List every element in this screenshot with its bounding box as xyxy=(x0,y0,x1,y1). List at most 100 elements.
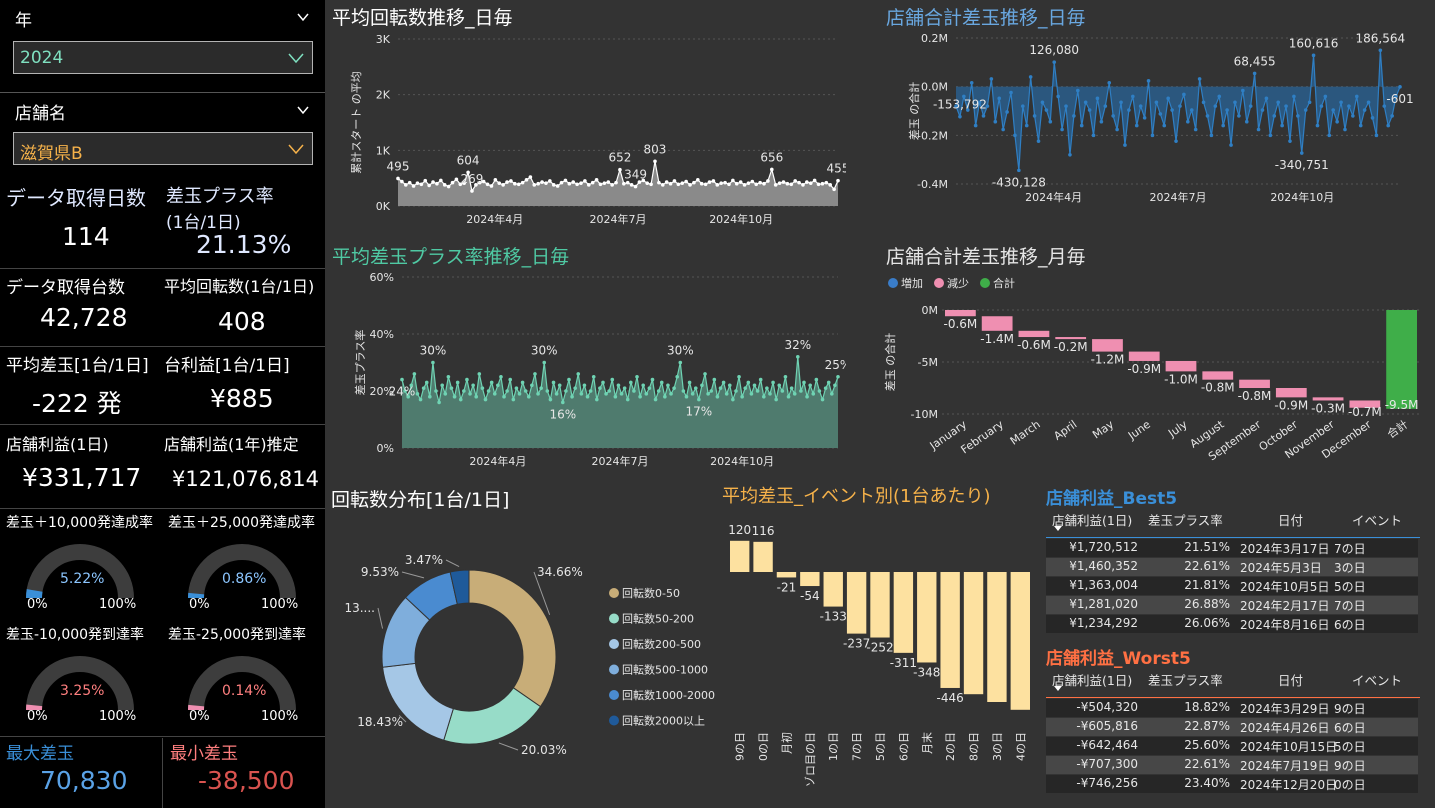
data-point xyxy=(419,182,424,187)
table-row[interactable]: ¥1,281,020 26.88% 2024年2月17日 7の日 xyxy=(1046,596,1418,614)
header-divider xyxy=(1046,697,1420,698)
unit-profit-label: 台利益[1台/1日] xyxy=(164,356,290,376)
x-tick-label: 月初 xyxy=(779,732,793,754)
table-row[interactable]: -¥746,256 23.40% 2024年12月20日 0の日 xyxy=(1046,775,1418,793)
machines-value: 42,728 xyxy=(40,303,128,332)
plus-rate-label: 差玉プラス率 xyxy=(166,186,274,207)
x-tick-label: June xyxy=(1125,418,1153,443)
data-point xyxy=(738,180,743,184)
event-diff-chart[interactable]: 120 9の日 116 0の日 -21 月初 -54 ゾロ目の日 -133 1の日 -237 7の日 -… xyxy=(720,510,1040,808)
data-point xyxy=(1386,123,1391,128)
year-dropdown[interactable]: 2024 xyxy=(13,41,313,74)
table-header[interactable]: 日付 xyxy=(1278,673,1304,688)
data-point xyxy=(1079,123,1084,128)
data-point xyxy=(1107,80,1112,85)
store-slicer-title: 店舗名 xyxy=(15,104,66,124)
table-cell: 2024年2月17日 xyxy=(1240,599,1330,613)
data-point xyxy=(505,180,509,184)
data-point xyxy=(731,178,735,183)
chevron-down-icon[interactable] xyxy=(296,103,310,117)
table-header[interactable]: イベント xyxy=(1352,673,1403,688)
spin-dist-chart[interactable]: 34.66% 回転数0-50 20.03% 回転数50-200 18.43% 回転数200… xyxy=(326,510,721,808)
data-point xyxy=(1331,108,1336,112)
data-point xyxy=(544,181,548,185)
data-point xyxy=(579,392,584,396)
data-point xyxy=(817,389,822,393)
table-cell: 2024年3月17日 xyxy=(1240,542,1330,556)
data-label: -311 xyxy=(890,656,917,670)
table-row[interactable]: -¥605,816 22.87% 2024年4月26日 6の日 xyxy=(1046,718,1418,736)
data-point xyxy=(697,397,701,402)
y-tick-label: 20% xyxy=(370,385,394,398)
data-point xyxy=(816,182,821,187)
chevron-down-icon xyxy=(288,53,304,64)
data-point xyxy=(508,377,513,382)
data-label: 68,455 xyxy=(1234,54,1276,68)
store-dropdown[interactable]: 滋賀県B xyxy=(13,132,313,165)
x-tick-label: 3の日 xyxy=(991,732,1004,761)
sort-desc-icon[interactable] xyxy=(1054,526,1062,531)
table-header[interactable]: 差玉プラス率 xyxy=(1148,673,1223,688)
data-point xyxy=(740,394,744,399)
chevron-down-icon[interactable] xyxy=(296,10,310,24)
table-row[interactable]: ¥1,720,512 21.51% 2024年3月17日 7の日 xyxy=(1046,539,1418,557)
table-row[interactable]: -¥707,300 22.61% 2024年7月19日 9の日 xyxy=(1046,756,1418,774)
data-point xyxy=(1103,104,1108,108)
data-point xyxy=(443,392,448,396)
y-tick-label: 1K xyxy=(376,144,391,157)
divider xyxy=(162,738,163,808)
data-point xyxy=(437,400,441,405)
table-row[interactable]: ¥1,234,292 26.06% 2024年8月16日 6の日 xyxy=(1046,615,1418,633)
data-point xyxy=(439,178,443,183)
table-row[interactable]: -¥504,320 18.82% 2024年3月29日 9の日 xyxy=(1046,699,1418,717)
table-cell: 5の日 xyxy=(1334,740,1366,754)
data-point xyxy=(706,392,710,396)
data-point xyxy=(595,397,599,402)
data-label: 34.66% xyxy=(537,565,583,579)
data-label: 17% xyxy=(686,405,713,419)
gauge-min: 0% xyxy=(27,597,48,612)
data-point xyxy=(598,182,603,187)
spins-daily-chart[interactable]: 3K 2K 1K 0K 累計スタート の平均 2024年4月 2024年7月 2024年10月… xyxy=(326,28,846,234)
table-cell: ¥1,363,004 xyxy=(1069,578,1138,592)
data-point xyxy=(1347,104,1351,108)
table-header[interactable]: 日付 xyxy=(1278,513,1304,528)
data-point xyxy=(681,389,686,393)
table-header[interactable]: 差玉プラス率 xyxy=(1148,513,1223,528)
data-point xyxy=(1221,123,1225,128)
table-cell: 22.87% xyxy=(1184,719,1230,733)
gauge xyxy=(188,656,296,711)
table-cell: 2024年10月15日 xyxy=(1240,740,1338,754)
plus-rate-sublabel: (1台/1日) xyxy=(166,213,241,233)
data-point xyxy=(1213,104,1218,108)
data-point xyxy=(749,392,754,396)
gauge-label: 差玉-10,000発到達率 xyxy=(6,627,145,643)
plus-rate-daily-chart[interactable]: 60% 40% 20% 0% 差玉プラス率 2024年4月 2024年7月 2024年10月 2… xyxy=(326,266,846,476)
table-row[interactable]: ¥1,460,352 22.61% 2024年5月3日 3の日 xyxy=(1046,558,1418,576)
data-point xyxy=(1099,119,1104,124)
data-point xyxy=(1292,94,1296,99)
table-header[interactable]: 店舗利益(1日) xyxy=(1052,513,1133,528)
table-header[interactable]: 店舗利益(1日) xyxy=(1052,673,1133,688)
data-point xyxy=(582,383,587,388)
data-point xyxy=(709,389,714,393)
x-tick-label: February xyxy=(958,418,1006,457)
sort-desc-icon[interactable] xyxy=(1054,686,1062,691)
table-header[interactable]: イベント xyxy=(1352,513,1403,528)
table-row[interactable]: ¥1,363,004 21.81% 2024年10月5日 5の日 xyxy=(1046,577,1418,595)
waterfall-bar xyxy=(1055,337,1087,340)
data-point xyxy=(594,178,599,182)
data-point xyxy=(1036,139,1041,143)
min-diff-value: -38,500 xyxy=(198,766,295,795)
x-tick-label: 2024年4月 xyxy=(466,212,523,226)
data-point xyxy=(1319,104,1324,108)
data-point xyxy=(1072,114,1076,118)
avg-diff-value: -222 発 xyxy=(32,389,122,418)
store-diff-daily-chart[interactable]: 0.2M 0.0M -0.2M -0.4M 差玉 の合計 2024年4月 2024年7月 20… xyxy=(880,28,1420,234)
y-tick-label: 40% xyxy=(370,328,394,341)
waterfall-bar xyxy=(1128,351,1160,361)
waterfall-bar xyxy=(945,310,976,317)
data-label: -601 xyxy=(1386,92,1413,106)
table-row[interactable]: -¥642,464 25.60% 2024年10月15日 5の日 xyxy=(1046,737,1418,755)
